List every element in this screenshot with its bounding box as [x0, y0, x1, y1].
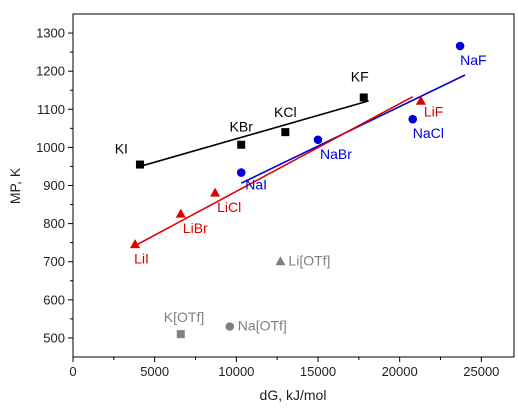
y-tick-label: 600	[43, 292, 65, 307]
fit-line-li	[134, 95, 414, 247]
point-label-lii: LiI	[134, 251, 149, 267]
point-label-liotf: Li[OTf]	[288, 253, 330, 269]
marker-kotf	[176, 330, 185, 339]
marker-kf	[359, 93, 368, 102]
point-label-licl: LiCl	[217, 199, 241, 215]
point-label-naotf: Na[OTf]	[238, 318, 287, 334]
y-tick-label: 1000	[36, 140, 65, 155]
x-axis-ticks: 0 5000 10000 15000 20000 25000	[69, 357, 499, 379]
marker-nai	[236, 168, 246, 177]
data-point-labels: KI KBr KCl KF NaI NaBr NaCl NaF LiI LiBr LiCl LiF Li…	[115, 52, 487, 333]
point-label-naf: NaF	[460, 52, 486, 68]
marker-libr	[175, 208, 186, 218]
marker-licl	[210, 187, 221, 197]
marker-liotf	[275, 256, 286, 266]
point-label-kbr: KBr	[230, 119, 254, 135]
y-tick-label: 800	[43, 216, 65, 231]
marker-kcl	[281, 128, 290, 137]
point-label-kf: KF	[351, 68, 369, 84]
y-tick-label: 700	[43, 254, 65, 269]
marker-naf	[455, 41, 465, 51]
fit-line-k	[139, 100, 369, 168]
data-markers	[130, 41, 465, 339]
x-tick-label: 5000	[140, 364, 169, 379]
point-label-nai: NaI	[245, 177, 267, 193]
marker-lif	[415, 95, 426, 105]
x-tick-label: 10000	[218, 364, 254, 379]
marker-lii	[130, 239, 141, 249]
x-tick-label: 15000	[300, 364, 336, 379]
point-label-kcl: KCl	[274, 104, 297, 120]
y-tick-label: 500	[43, 330, 65, 345]
point-label-ki: KI	[115, 141, 128, 157]
marker-kbr	[237, 140, 246, 149]
y-axis-ticks: 500 600 700 800 900 1000 1100 1200 1300	[36, 26, 73, 345]
x-tick-label: 20000	[382, 364, 418, 379]
y-axis-title: MP, K	[7, 167, 23, 204]
x-axis-title: dG, kJ/mol	[260, 387, 327, 403]
point-label-nabr: NaBr	[320, 146, 352, 162]
marker-naotf	[225, 322, 235, 331]
marker-ki	[135, 160, 144, 169]
y-tick-label: 900	[43, 178, 65, 193]
fit-lines	[134, 74, 466, 247]
point-label-lif: LiF	[424, 103, 443, 119]
marker-nabr	[313, 135, 323, 145]
plot-frame	[72, 13, 515, 358]
y-tick-label: 1300	[36, 26, 65, 41]
point-label-libr: LiBr	[183, 220, 208, 236]
x-tick-label: 25000	[463, 364, 499, 379]
x-tick-label: 0	[69, 364, 76, 379]
point-label-kotf: K[OTf]	[164, 309, 204, 325]
point-label-nacl: NaCl	[413, 125, 444, 141]
marker-nacl	[408, 114, 418, 124]
y-tick-label: 1100	[37, 102, 65, 117]
y-tick-label: 1200	[36, 64, 65, 79]
